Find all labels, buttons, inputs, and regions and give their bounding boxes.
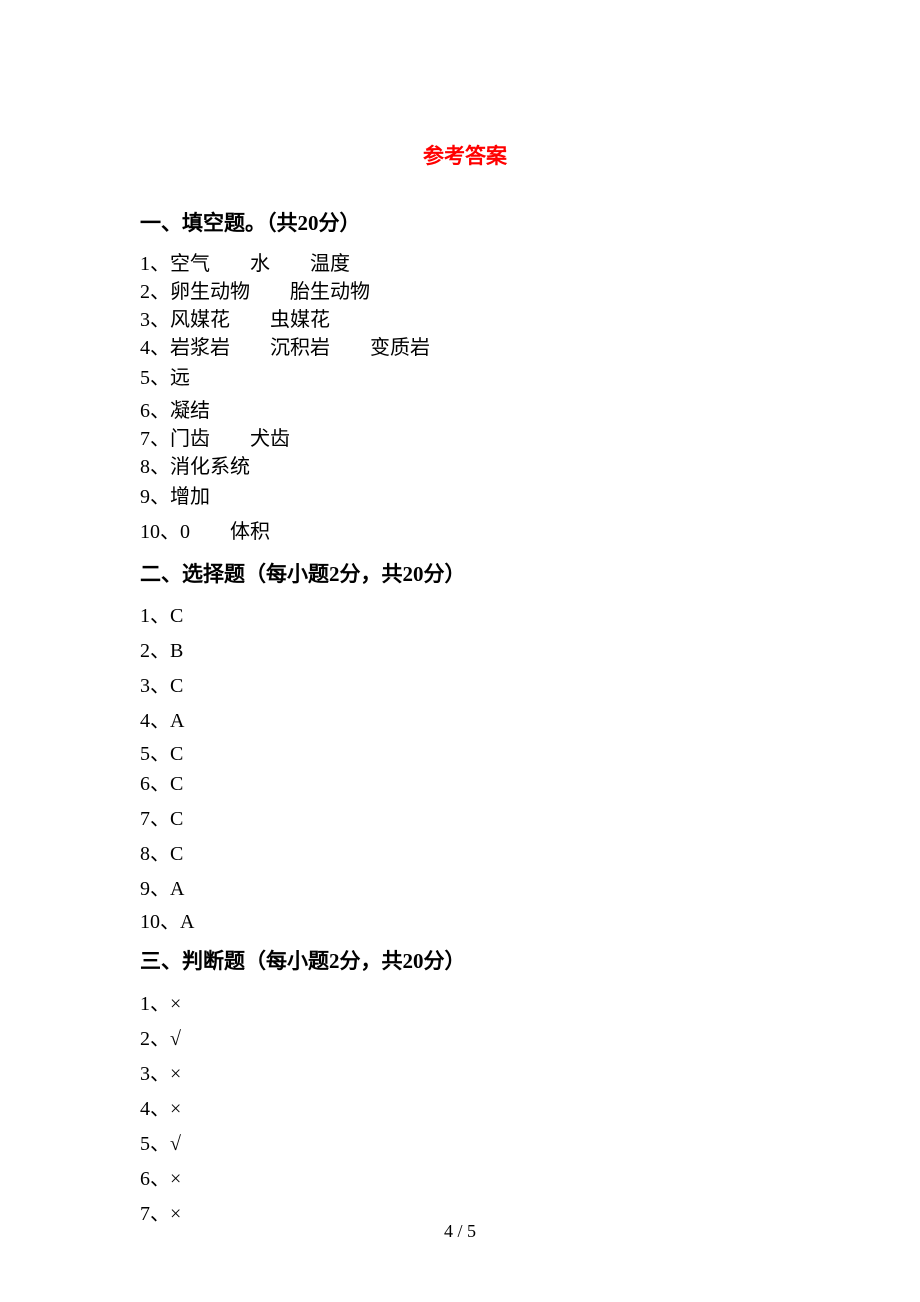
page-number: 4 / 5 <box>0 1221 920 1242</box>
fill-answer: 7、门齿 犬齿 <box>140 425 790 453</box>
choice-answer: 1、C <box>140 600 790 633</box>
fill-answer: 9、增加 <box>140 481 790 514</box>
fill-answer: 6、凝结 <box>140 397 790 425</box>
choice-answer: 10、A <box>140 908 790 936</box>
choice-answer: 7、C <box>140 803 790 836</box>
section-choice-heading: 二、选择题（每小题2分，共20分） <box>140 559 790 591</box>
choice-answer: 6、C <box>140 768 790 801</box>
fill-answer: 8、消化系统 <box>140 453 790 481</box>
fill-answer: 10、0 体积 <box>140 516 790 549</box>
answer-key-title: 参考答案 <box>140 140 790 170</box>
section-judge-heading: 三、判断题（每小题2分，共20分） <box>140 946 790 978</box>
choice-answer: 4、A <box>140 705 790 738</box>
fill-answer: 1、空气 水 温度 <box>140 250 790 278</box>
judge-answer: 1、× <box>140 988 790 1021</box>
choice-answer: 8、C <box>140 838 790 871</box>
page-content: 参考答案 一、填空题。（共20分） 1、空气 水 温度 2、卵生动物 胎生动物 … <box>0 0 920 1231</box>
choice-answer: 3、C <box>140 670 790 703</box>
judge-answer: 6、× <box>140 1163 790 1196</box>
fill-answer: 4、岩浆岩 沉积岩 变质岩 <box>140 334 790 362</box>
section-fill-heading: 一、填空题。（共20分） <box>140 208 790 240</box>
fill-answer: 2、卵生动物 胎生动物 <box>140 278 790 306</box>
fill-answer: 3、风媒花 虫媒花 <box>140 306 790 334</box>
choice-answer: 2、B <box>140 635 790 668</box>
fill-answer: 5、远 <box>140 362 790 395</box>
judge-answer: 2、√ <box>140 1023 790 1056</box>
judge-answer: 3、× <box>140 1058 790 1091</box>
judge-answer: 5、√ <box>140 1128 790 1161</box>
judge-answer: 4、× <box>140 1093 790 1126</box>
choice-answer: 5、C <box>140 740 790 768</box>
choice-answer: 9、A <box>140 873 790 906</box>
